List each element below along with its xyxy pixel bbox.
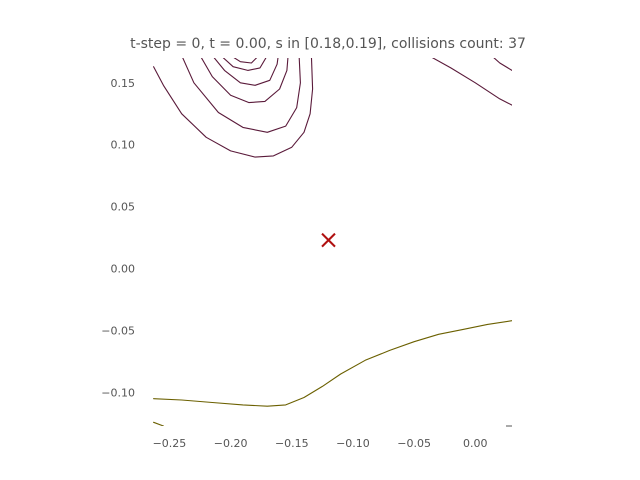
marker-x [321,232,336,248]
contour-lines [153,58,512,426]
x-tick-label: −0.15 [275,437,309,450]
contour-line [233,58,258,64]
contour-line [153,58,314,158]
contour-line [153,421,164,426]
y-tick-label: −0.10 [101,387,135,400]
x-tick-label: −0.25 [153,437,187,450]
x-axis: −0.25 −0.20 −0.15 −0.10 −0.05 0.00 [153,425,512,450]
y-tick-label: 0.05 [111,201,136,214]
chart-title: t-step = 0, t = 0.00, s in [0.18,0.19], … [130,36,526,52]
y-tick-label: 0.10 [111,139,136,152]
x-tick-label: −0.05 [397,437,431,450]
x-tick-label: −0.10 [336,437,370,450]
contour-line [222,58,267,71]
y-axis: 0.15 0.10 0.05 0.00 −0.05 −0.10 [101,77,135,400]
y-tick-label: 0.15 [111,77,136,90]
y-tick-label: 0.00 [111,263,136,276]
contour-line [493,58,512,71]
y-tick-label: −0.05 [101,325,135,338]
x-tick-label: −0.20 [214,437,248,450]
x-tick-label: 0.00 [463,437,488,450]
contour-line [431,58,512,106]
contour-line [200,58,289,104]
contour-line [213,58,279,86]
contour-line [182,58,301,133]
marker-layer [321,232,336,248]
contour-line [153,320,512,407]
